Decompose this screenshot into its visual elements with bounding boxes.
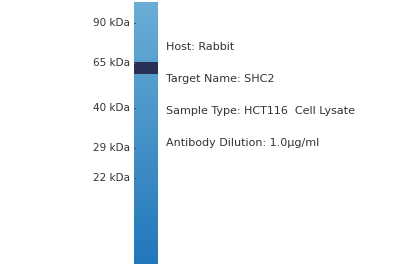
Text: 22 kDa: 22 kDa <box>93 172 130 183</box>
Text: Sample Type: HCT116  Cell Lysate: Sample Type: HCT116 Cell Lysate <box>166 106 355 116</box>
Text: Antibody Dilution: 1.0µg/ml: Antibody Dilution: 1.0µg/ml <box>166 138 319 148</box>
Text: 40 kDa: 40 kDa <box>93 103 130 113</box>
Text: Host: Rabbit: Host: Rabbit <box>166 42 234 52</box>
Text: Target Name: SHC2: Target Name: SHC2 <box>166 74 274 84</box>
Bar <box>134 62 158 74</box>
Text: 29 kDa: 29 kDa <box>93 143 130 153</box>
Text: 90 kDa: 90 kDa <box>93 18 130 28</box>
Text: 65 kDa: 65 kDa <box>93 58 130 68</box>
